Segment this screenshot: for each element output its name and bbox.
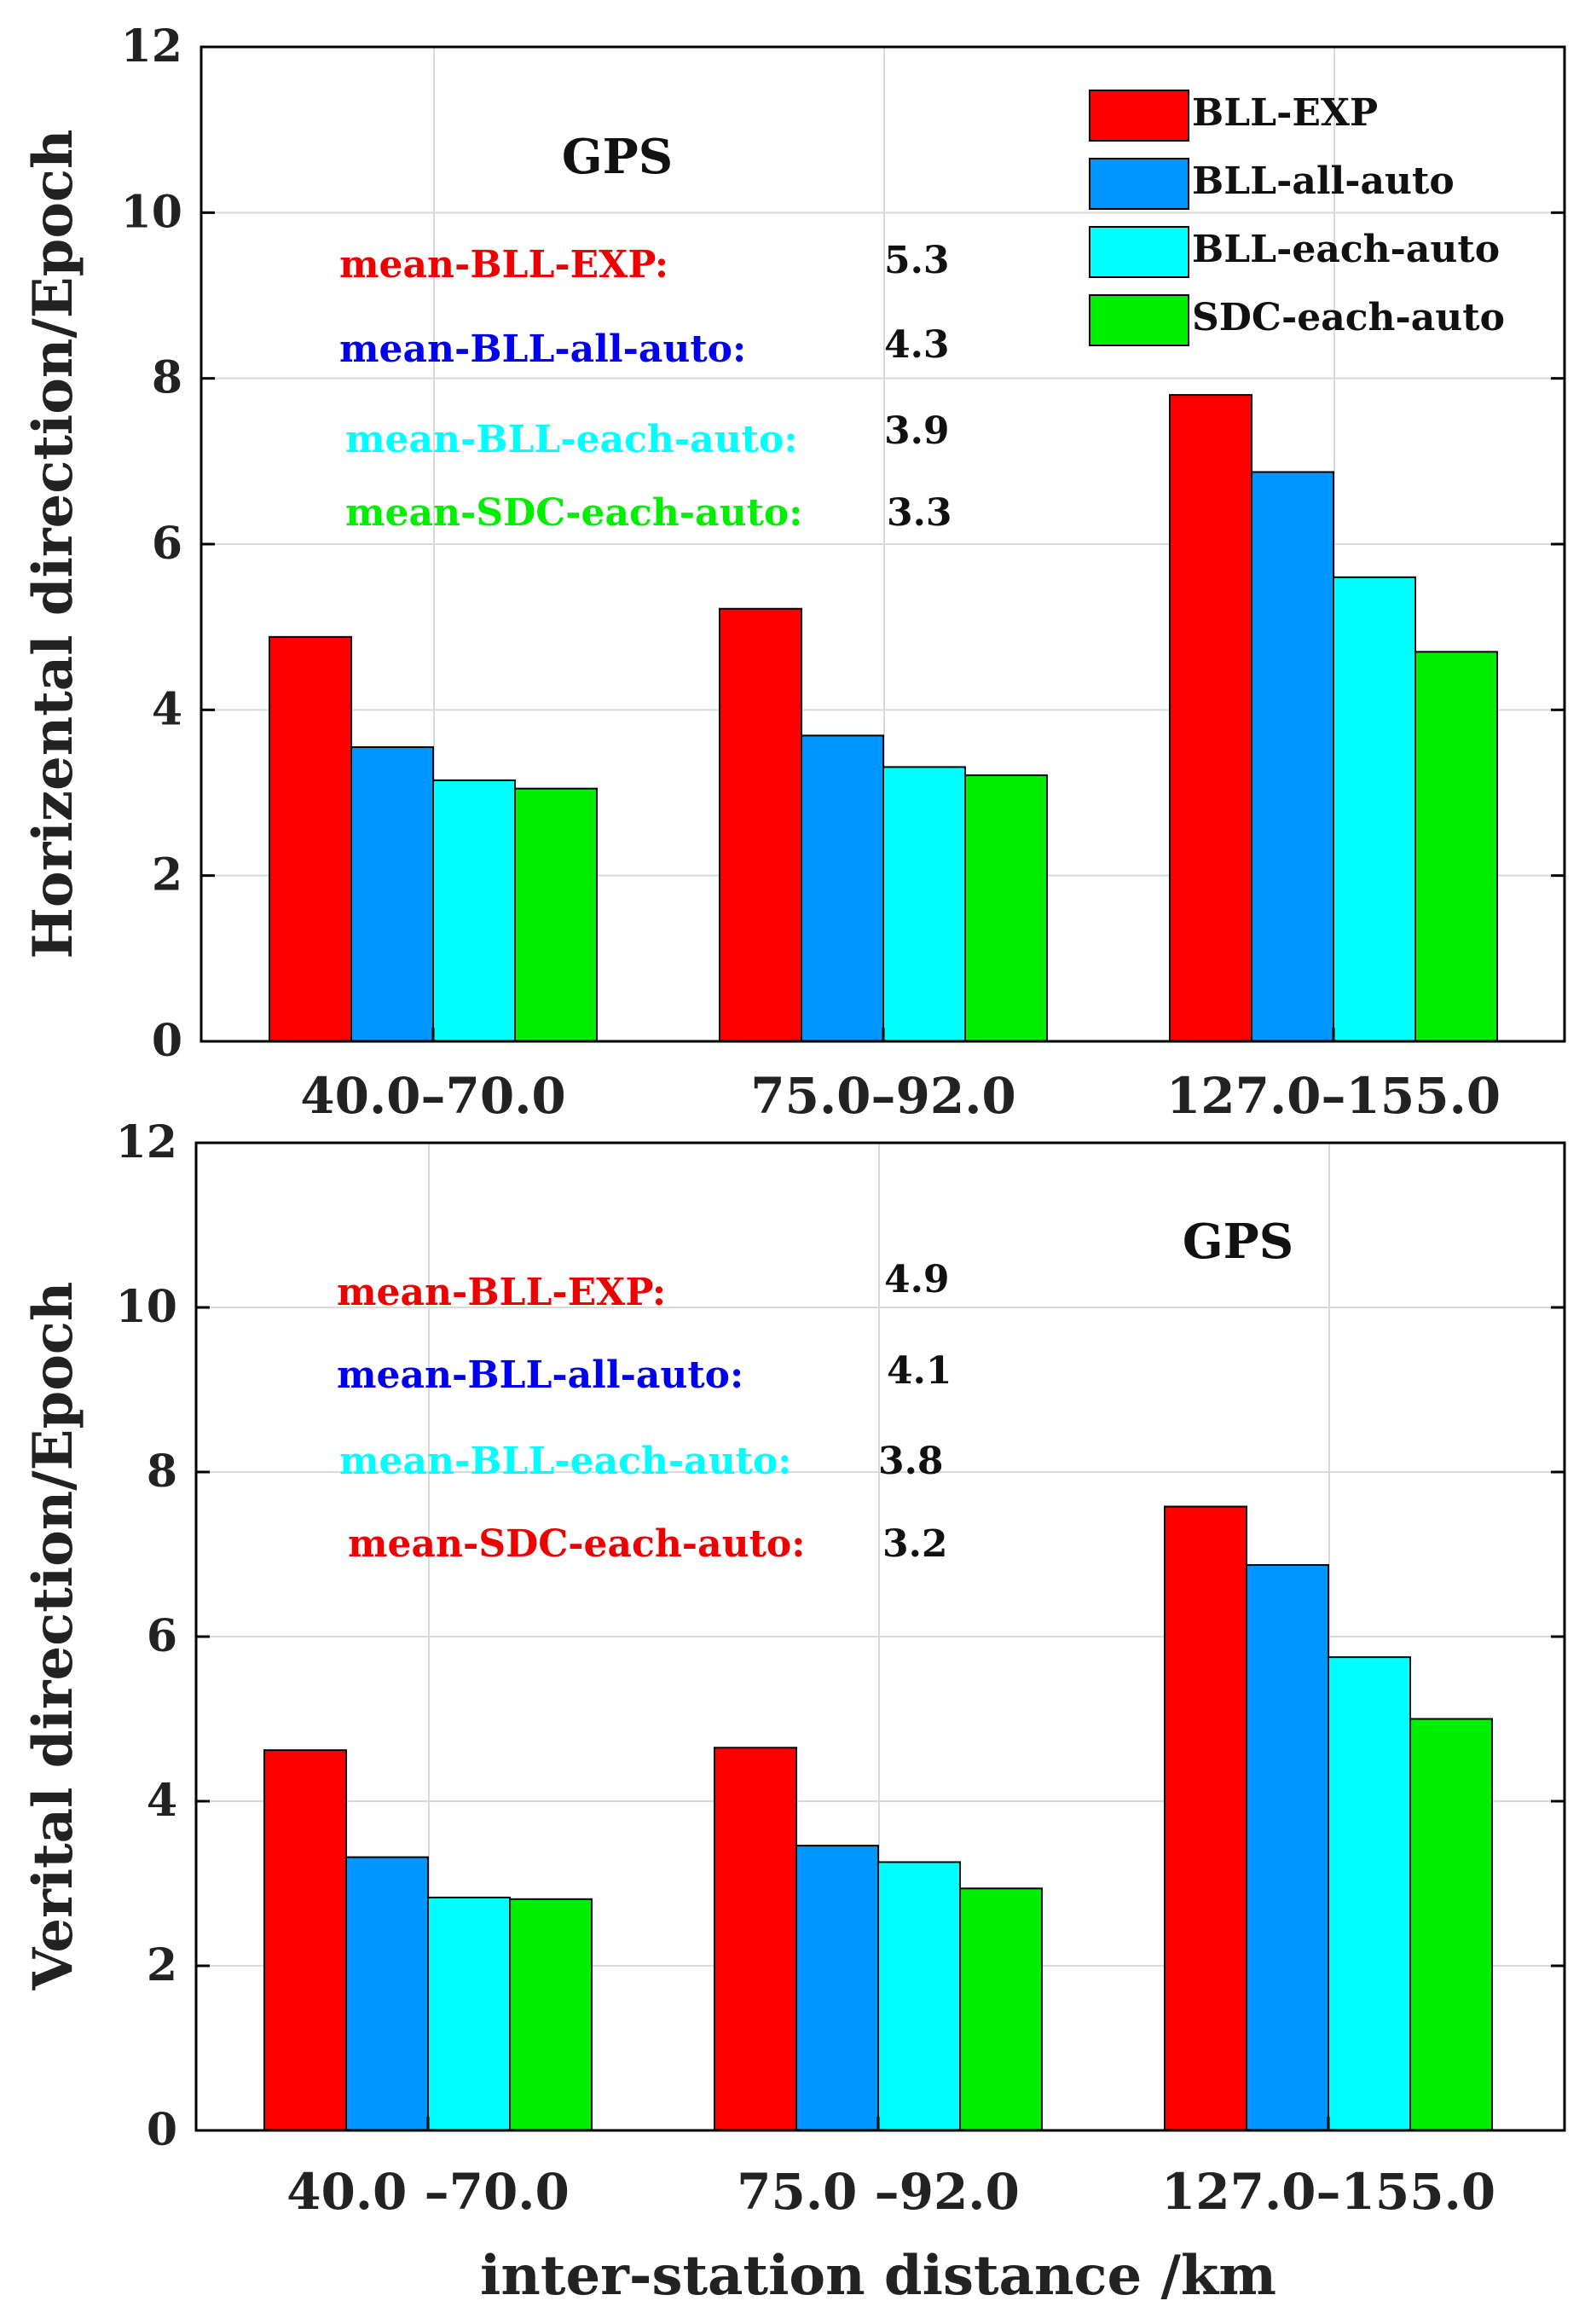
top-category-label: 75.0–92.0	[750, 1067, 1016, 1125]
top-bar-bll-each-auto	[1333, 576, 1416, 1042]
bottom-category-label: 40.0 –70.0	[286, 2163, 570, 2221]
top-bar-bll-exp	[719, 607, 802, 1042]
top-annotation-value: 3.9	[884, 409, 950, 453]
bottom-annotation-label: mean-BLL-each-auto:	[339, 1440, 792, 1483]
top-category-label: 40.0–70.0	[300, 1067, 566, 1125]
top-y-axis-label: Horizental direction/Epoch	[21, 129, 85, 959]
legend-label-bll-exp: BLL-EXP	[1192, 91, 1378, 135]
top-y-tick-label: 12	[121, 20, 182, 72]
bottom-y-tick-label: 12	[116, 1116, 177, 1168]
bottom-y-tick-label: 0	[147, 2104, 177, 2156]
top-category-label: 127.0–155.0	[1166, 1067, 1501, 1125]
bottom-y-tick-label: 10	[116, 1281, 177, 1333]
bottom-bar-bll-all-auto	[1246, 1564, 1329, 2132]
top-bar-bll-exp	[1169, 394, 1252, 1043]
top-annotation-label: mean-BLL-all-auto:	[339, 327, 746, 371]
bottom-chart-title: GPS	[1183, 1214, 1293, 1270]
bottom-bar-sdc-each-auto	[959, 1887, 1043, 2132]
top-bar-sdc-each-auto	[514, 787, 598, 1042]
top-annotation-value: 4.3	[884, 323, 950, 367]
bottom-bar-bll-exp	[1164, 1505, 1247, 2131]
top-y-tick-label: 2	[152, 849, 182, 901]
bottom-y-tick-label: 6	[147, 1610, 177, 1662]
bottom-bar-bll-each-auto	[427, 1896, 511, 2132]
top-bar-bll-all-auto	[1251, 471, 1334, 1042]
bottom-bar-bll-exp	[263, 1749, 347, 2131]
bottom-y-tick-label: 4	[147, 1775, 177, 1827]
bottom-annotation-value: 4.9	[884, 1258, 950, 1301]
bottom-annotation-value: 3.2	[882, 1522, 948, 1566]
legend-swatch-bll-exp	[1089, 90, 1189, 142]
bottom-bar-sdc-each-auto	[509, 1898, 593, 2131]
top-bar-bll-each-auto	[882, 766, 966, 1043]
top-bar-bll-exp	[269, 635, 352, 1042]
bottom-y-tick-label: 8	[147, 1446, 177, 1498]
top-bar-bll-all-auto	[350, 746, 434, 1043]
bottom-y-axis-label: Verital direction/Epoch	[21, 1282, 85, 1991]
top-bar-bll-all-auto	[801, 734, 884, 1043]
legend-label-bll-all-auto: BLL-all-auto	[1192, 159, 1455, 203]
bottom-annotation-label: mean-SDC-each-auto:	[348, 1522, 806, 1566]
bottom-annotation-label: mean-BLL-all-auto:	[337, 1353, 743, 1397]
bottom-bar-bll-all-auto	[795, 1845, 879, 2132]
legend-swatch-bll-all-auto	[1089, 158, 1189, 210]
top-annotation-label: mean-BLL-EXP:	[339, 243, 668, 287]
bottom-annotation-value: 3.8	[878, 1440, 944, 1483]
top-bar-sdc-each-auto	[964, 774, 1048, 1042]
top-annotation-label: mean-SDC-each-auto:	[345, 491, 803, 535]
top-y-tick-label: 10	[121, 186, 182, 238]
top-y-tick-label: 0	[152, 1015, 182, 1067]
bottom-bar-sdc-each-auto	[1409, 1718, 1493, 2131]
bottom-annotation-value: 4.1	[887, 1349, 952, 1393]
bottom-bar-bll-each-auto	[877, 1861, 961, 2131]
legend-swatch-sdc-each-auto	[1089, 294, 1189, 346]
bottom-annotation-label: mean-BLL-EXP:	[337, 1271, 666, 1314]
legend-swatch-bll-each-auto	[1089, 226, 1189, 278]
bottom-chart-panel: 0 2 4 6 8 10 12 40.0 –70.0 75.0 –92.0 127.0–155.…	[21, 1116, 1566, 2308]
top-y-tick-label: 6	[152, 518, 182, 570]
top-y-tick-label: 4	[152, 683, 182, 735]
x-axis-label: inter-station distance /km	[480, 2244, 1276, 2308]
top-bar-sdc-each-auto	[1414, 651, 1498, 1042]
bottom-bar-bll-each-auto	[1328, 1656, 1411, 2131]
top-y-tick-label: 8	[152, 352, 182, 404]
legend-label-bll-each-auto: BLL-each-auto	[1192, 228, 1500, 271]
legend-label-sdc-each-auto: SDC-each-auto	[1192, 296, 1505, 339]
bottom-category-label: 75.0 –92.0	[737, 2163, 1020, 2221]
top-annotation-label: mean-BLL-each-auto:	[345, 418, 798, 461]
bottom-y-tick-label: 2	[147, 1939, 177, 1991]
bottom-bar-bll-all-auto	[345, 1856, 429, 2132]
top-annotation-value: 3.3	[887, 491, 952, 535]
top-legend: BLL-EXP BLL-all-auto BLL-each-auto SDC-e…	[1089, 90, 1505, 346]
bottom-bar-bll-exp	[714, 1747, 797, 2131]
top-chart-title: GPS	[562, 129, 673, 185]
top-annotation-value: 5.3	[884, 239, 950, 282]
top-bar-bll-each-auto	[432, 779, 516, 1042]
bottom-category-label: 127.0–155.0	[1161, 2163, 1495, 2221]
